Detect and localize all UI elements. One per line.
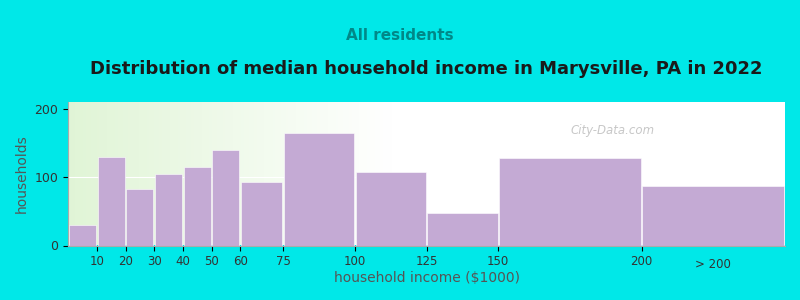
Bar	[356, 172, 426, 245]
Bar	[427, 213, 498, 245]
Bar	[155, 174, 182, 245]
Bar	[69, 225, 96, 245]
Bar	[183, 167, 211, 245]
Text: > 200: > 200	[695, 258, 731, 271]
Title: Distribution of median household income in Marysville, PA in 2022: Distribution of median household income …	[90, 60, 763, 78]
Bar	[499, 158, 641, 245]
Bar	[642, 186, 784, 245]
X-axis label: household income ($1000): household income ($1000)	[334, 271, 519, 285]
Text: City-Data.com: City-Data.com	[571, 124, 655, 137]
Bar	[126, 189, 154, 245]
Bar	[98, 157, 125, 245]
Y-axis label: households: households	[15, 134, 29, 213]
Text: All residents: All residents	[346, 28, 454, 44]
Bar	[241, 182, 282, 245]
Bar	[212, 150, 239, 245]
Bar	[284, 133, 354, 245]
